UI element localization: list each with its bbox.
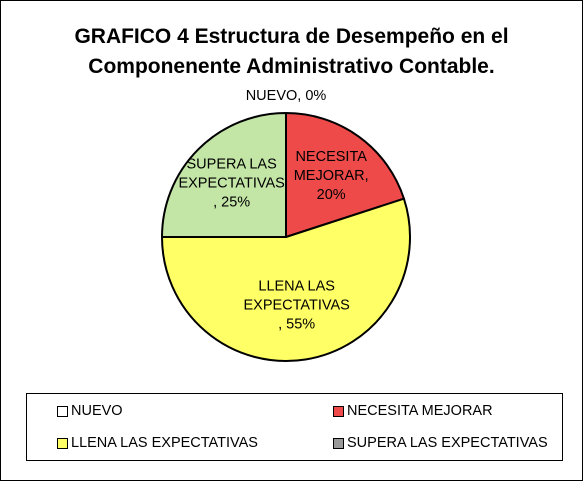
- data-label-supera-las-expectativas: SUPERA LAS EXPECTATIVAS, 25%: [178, 157, 284, 211]
- data-label-necesita-mejorar: NECESITA MEJORAR, 20%: [294, 149, 369, 203]
- pie-slice-supera-las-expectativas: [161, 112, 287, 238]
- pie-slice-llena-las-expectativas: [161, 197, 411, 362]
- legend-swatch-supera-las-expectativas: [333, 437, 344, 449]
- data-label-llena-las-expectativas: LLENA LAS EXPECTATIVAS, 55%: [243, 278, 349, 332]
- legend-item-nuevo: NUEVO: [57, 401, 123, 421]
- pie-slice-necesita-mejorar: [285, 112, 405, 238]
- legend-item-supera-las-expectativas: SUPERA LAS EXPECTATIVAS: [333, 433, 548, 453]
- legend-item-llena-las-expectativas: LLENA LAS EXPECTATIVAS: [57, 433, 258, 453]
- legend-label-necesita-mejorar: NECESITA MEJORAR: [347, 403, 493, 419]
- legend-label-supera-las-expectativas: SUPERA LAS EXPECTATIVAS: [347, 435, 548, 451]
- legend-swatch-nuevo: [57, 405, 68, 417]
- legend-swatch-llena-las-expectativas: [57, 437, 68, 449]
- chart-title-line-2: Componenente Administrativo Contable.: [88, 55, 495, 78]
- chart-title-line-1: GRAFICO 4 Estructura de Desempeño en el: [74, 25, 509, 48]
- chart-title: GRAFICO 4 Estructura de Desempeño en el …: [0, 22, 583, 82]
- legend-item-necesita-mejorar: NECESITA MEJORAR: [333, 401, 493, 421]
- legend: NUEVO NECESITA MEJORAR LLENA LAS EXPECTA…: [26, 393, 563, 461]
- legend-label-nuevo: NUEVO: [71, 403, 123, 419]
- legend-label-llena-las-expectativas: LLENA LAS EXPECTATIVAS: [71, 435, 258, 451]
- data-label-nuevo: NUEVO, 0%: [246, 88, 327, 104]
- legend-swatch-necesita-mejorar: [333, 405, 344, 417]
